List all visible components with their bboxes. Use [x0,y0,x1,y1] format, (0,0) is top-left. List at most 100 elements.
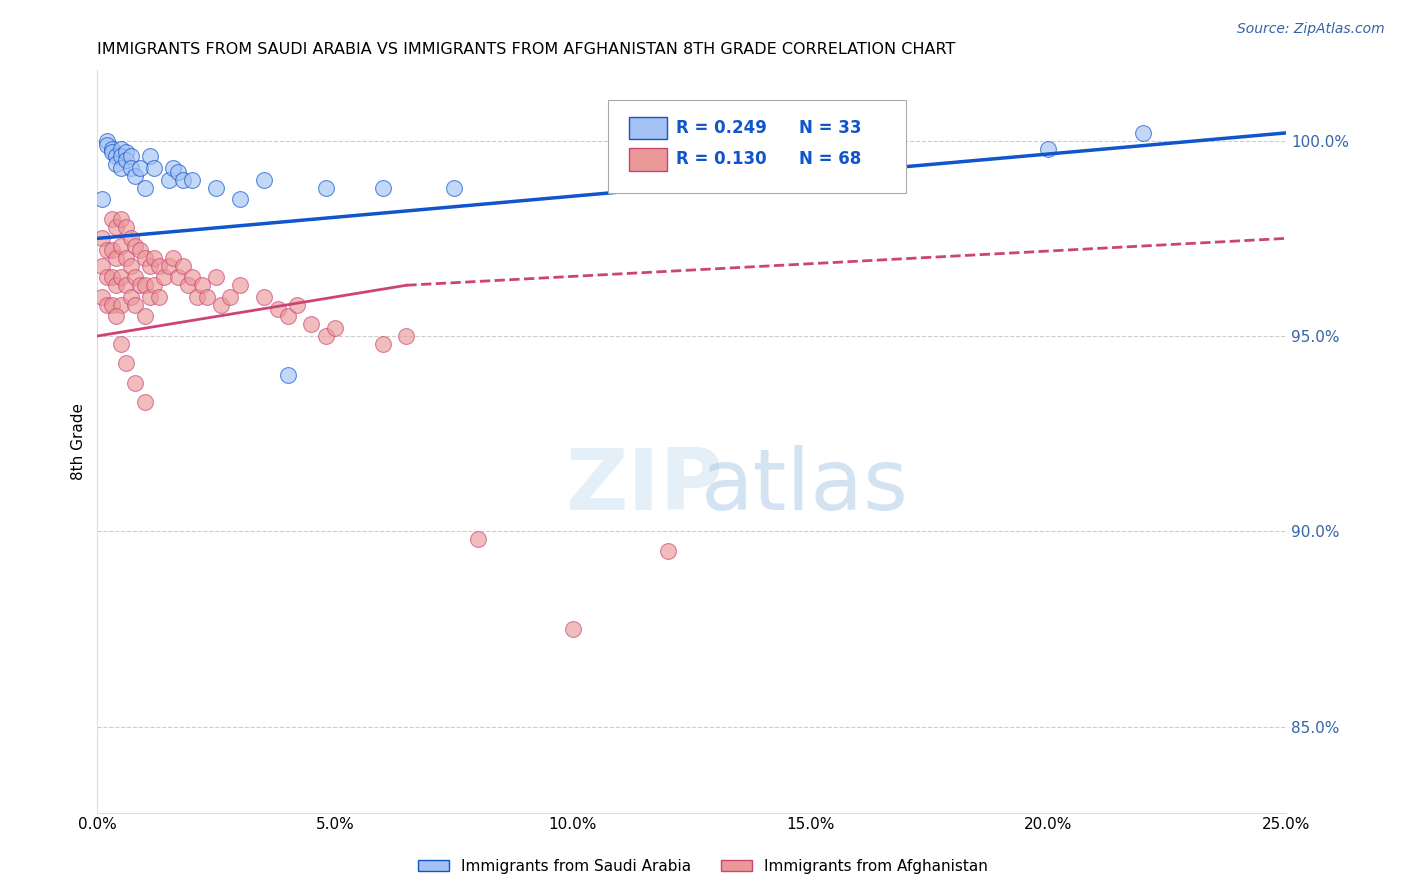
Point [277,310,299,324]
Point [1132,126,1154,140]
Point [134,310,156,324]
Point [148,290,170,304]
FancyBboxPatch shape [609,100,905,193]
Y-axis label: 8th Grade: 8th Grade [72,403,86,480]
Point [96,270,118,285]
Point [143,161,166,175]
Point [96,298,118,312]
Point [124,169,146,183]
Text: atlas: atlas [700,444,908,527]
Point [315,180,337,194]
Point [467,532,489,546]
Point [129,161,152,175]
Point [115,251,138,265]
Point [443,180,465,194]
Point [129,243,152,257]
Point [229,278,252,293]
Point [167,270,190,285]
Point [134,180,156,194]
Point [120,149,142,163]
Point [110,161,132,175]
Point [105,149,128,163]
Point [172,259,194,273]
Point [120,259,142,273]
Point [115,153,138,168]
Point [120,290,142,304]
Point [124,239,146,253]
Point [157,259,180,273]
Text: N = 68: N = 68 [799,151,860,169]
Point [229,192,252,206]
FancyBboxPatch shape [628,148,666,170]
Point [176,278,198,293]
Point [120,231,142,245]
Point [277,368,299,382]
Point [105,278,128,293]
Point [371,180,394,194]
Point [167,165,190,179]
Point [96,134,118,148]
Point [134,251,156,265]
Point [105,157,128,171]
Point [285,298,308,312]
Point [110,239,132,253]
Point [110,149,132,163]
Point [143,251,166,265]
FancyBboxPatch shape [628,117,666,139]
Point [657,544,679,558]
Point [110,298,132,312]
Point [162,161,184,175]
Point [91,231,114,245]
Text: R = 0.249: R = 0.249 [676,120,768,137]
Point [561,622,583,636]
Point [153,270,176,285]
Point [162,251,184,265]
Point [110,336,132,351]
Point [195,290,218,304]
Point [253,173,276,187]
Point [100,145,122,160]
Point [148,259,170,273]
Point [110,270,132,285]
Point [205,180,228,194]
Text: IMMIGRANTS FROM SAUDI ARABIA VS IMMIGRANTS FROM AFGHANISTAN 8TH GRADE CORRELATIO: IMMIGRANTS FROM SAUDI ARABIA VS IMMIGRAN… [97,42,956,57]
Point [110,142,132,156]
Point [205,270,228,285]
Point [371,336,394,351]
Point [138,290,160,304]
Point [96,243,118,257]
Point [143,278,166,293]
Point [138,259,160,273]
Text: R = 0.130: R = 0.130 [676,151,766,169]
Point [110,211,132,226]
Point [186,290,208,304]
Point [267,301,290,316]
Point [323,321,346,335]
Text: Source: ZipAtlas.com: Source: ZipAtlas.com [1237,22,1385,37]
Point [91,290,114,304]
Point [120,161,142,175]
Point [100,211,122,226]
Point [105,219,128,234]
Point [100,243,122,257]
Point [100,298,122,312]
Point [157,173,180,187]
Text: ZIP: ZIP [565,444,723,527]
Point [253,290,276,304]
Point [96,137,118,152]
Point [91,259,114,273]
Point [395,329,418,343]
Legend: Immigrants from Saudi Arabia, Immigrants from Afghanistan: Immigrants from Saudi Arabia, Immigrants… [412,853,994,880]
Point [115,145,138,160]
Point [209,298,232,312]
Point [181,173,204,187]
Point [91,192,114,206]
Point [124,376,146,390]
Point [105,310,128,324]
Point [181,270,204,285]
Text: N = 33: N = 33 [799,120,860,137]
Point [129,278,152,293]
Point [1038,142,1060,156]
Point [172,173,194,187]
Point [315,329,337,343]
